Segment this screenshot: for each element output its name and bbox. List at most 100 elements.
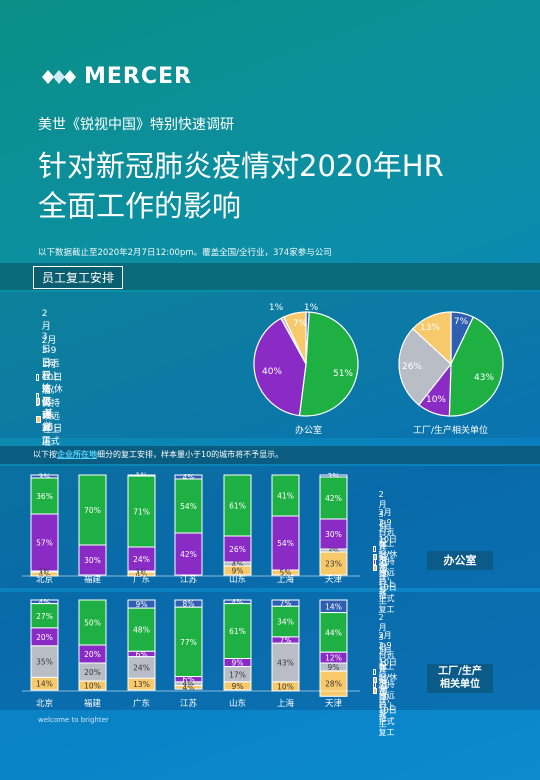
bar-data-label: 7% [280,599,292,608]
bar-data-label: 43% [277,659,294,668]
legend-swatch [373,565,378,571]
bar-category-label: 北京 [36,574,53,585]
bar-data-label: 10% [277,682,294,691]
bar-category-label: 天津 [325,698,343,709]
legend-label: 其他 [380,681,389,701]
bar-data-label: 9% [232,567,244,576]
bar-data-label: 30% [325,530,342,539]
bar-data-label: 42% [180,550,197,559]
legend-label: 2月10日后，仍持续远程上班 [41,360,63,448]
pie-charts: 1% 51% 40% 1% 7% 7% 43% 10% 26% 13% [253,303,504,417]
office-legend-item-4: 不适用 [373,540,390,573]
city-breakdown-note: 以下按企业所在地细分的复工安排，样本量小于10的城市将不予显示。 [33,449,283,460]
bar-segment [78,474,107,546]
pie-slice-label: 26% [402,362,422,372]
legend-label: 2月10日后，仍持续远程上班 [378,647,397,722]
bar-segment [271,474,300,517]
office-legend-item-3: 2月10日后，仍持续远程上班 [373,523,398,600]
top-legend-item-4: 不适用 [36,382,55,421]
bar-segment [271,569,300,576]
factory-legend-item-2: 2月3-9日远程上班/休假日，10日正式复工 [373,630,398,738]
pie-slice [298,311,359,417]
pie-slice [253,317,307,417]
top-legend-item-2: 2月3-9日远程上班/休假日，10日正式复工 [36,333,64,460]
factory-tag-line-2: 相关单位 [440,679,480,690]
bar-category-label: 江苏 [180,574,198,585]
note-emphasis: 企业所在地 [57,450,97,459]
legend-swatch [373,688,378,694]
mercer-mark-icon [42,69,76,84]
legend-label: 2月3-9日远程上班/休假日，10日正式复工 [378,631,398,737]
bar-category-label: 福建 [84,698,102,709]
bar-segment [127,607,156,652]
bar-segment [30,603,59,629]
bar-data-label: 41% [277,492,294,501]
factory-bar-chart: 4% 27% 20% 35% 14% 北京 50% 20% 20% 10% 福建 9% 48% 6% 24%… [22,598,360,709]
bar-data-label: 24% [133,555,150,564]
pie-slice [283,311,307,365]
pie-slice [448,316,504,417]
factory-legend-item-1: 2月3日已开始正式复工 [373,613,390,730]
legend-label: 其他 [44,409,54,432]
legend-label: 2月3日已开始正式复工 [378,613,387,729]
bar-data-label: 20% [36,633,53,642]
pie-slice [411,311,452,366]
legend-label: 不适用 [43,385,53,421]
pie-factory: 7% 43% 10% 26% 13% [398,311,504,417]
legend-label: 2月3日已开始正式复工 [378,490,387,606]
legend-label: 不适用 [379,664,388,695]
bar-segment [127,546,156,572]
pie-slice-label: 1% [269,303,284,313]
pie-factory-caption: 工厂/生产相关单位 [413,426,489,436]
bar-segment [223,681,252,691]
pie-slice-label: 7% [454,317,469,327]
factory-legend-item-5: 其他 [373,680,390,702]
bar-segment [78,680,107,691]
office-tag: 办公室 [427,551,493,570]
bar-data-label: 61% [229,502,246,511]
note-suffix: 细分的复工安排，样本量小于10的城市将不予显示。 [97,450,284,459]
bar-data-label: 61% [229,627,246,636]
bar-category-label: 上海 [277,698,295,709]
bar-data-label: 10% [84,682,101,691]
bar-data-label: 6% [183,675,195,684]
bar-data-label: 7% [280,636,292,645]
legend-label: 其他 [380,558,389,578]
bar-segment [174,478,203,534]
office-legend-item-2: 2月3-9日远程上班/休假日，10日正式复工 [373,507,398,615]
bar-category-label: 天津 [325,574,343,585]
bar-category-label: 山东 [229,574,246,585]
bar-segment [127,677,156,691]
factory-legend-item-3: 2月10日后，仍持续远程上班 [373,646,398,723]
bar-data-label: 14% [325,602,342,611]
bar-data-label: 23% [325,560,342,569]
bar-data-label: 4% [39,598,51,607]
office-legend-item-1: 2月3日已开始正式复工 [373,490,390,607]
bar-segment [30,645,59,678]
bar-segment [174,685,203,690]
office-bar-chart: 3%36%57%1%4%北京70%30%福建1%71%24%1%4%广东4%54… [22,472,360,585]
bar-data-label: 5% [280,569,292,578]
pie-slice-label: 40% [262,367,282,377]
bar-data-label: 9% [232,659,244,668]
bar-category-label: 山东 [229,698,246,709]
pie-slice [398,327,452,406]
pie-slice-label: 1% [304,303,319,313]
bar-segment [223,535,252,563]
bar-data-label: 8% [183,600,195,609]
bar-data-label: 12% [325,654,342,663]
bar-data-label: 44% [325,628,342,637]
pie-slice-label: 51% [333,369,353,379]
bar-data-label: 4% [183,473,195,482]
bar-data-label: 4% [183,680,195,689]
pie-slice-label: 7% [293,319,308,329]
title-line-1: 针对新冠肺炎疫情对2020年HR [38,149,444,183]
bar-data-label: 4% [232,560,244,569]
mercer-logo: MERCER [42,64,192,89]
legend-label: 不适用 [379,541,388,572]
bar-data-label: 6% [136,650,148,659]
legend-label: 2月3日已开始正式复工 [41,309,51,446]
bar-category-label: 福建 [84,574,102,585]
legend-swatch [373,676,377,683]
bar-data-label: 34% [277,618,294,627]
